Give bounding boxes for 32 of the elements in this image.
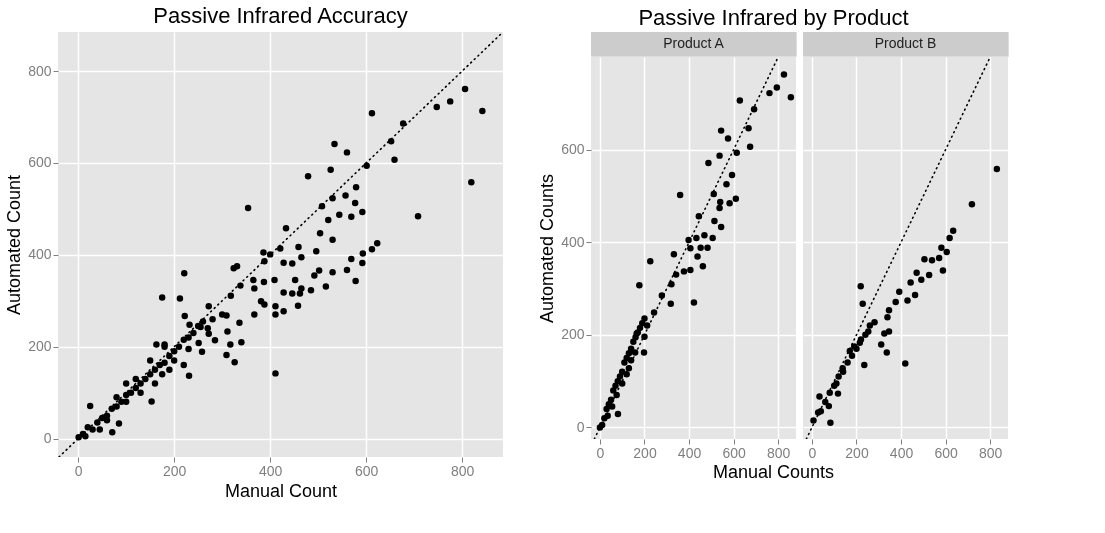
y-tick-label: 0 [43, 430, 52, 447]
chart-title: Passive Infrared Accuracy [153, 3, 408, 28]
x-tick-label: 200 [845, 444, 869, 461]
y-tick-label: 600 [561, 141, 585, 158]
x-tick-label: 600 [722, 444, 746, 461]
y-tick-label: 200 [561, 326, 585, 343]
y-tick-label: 400 [561, 233, 585, 250]
y-tick-label: 0 [576, 418, 585, 435]
x-tick-label: 800 [451, 462, 475, 479]
x-tick-label: 0 [596, 444, 605, 461]
x-tick-label: 400 [677, 444, 702, 461]
y-axis-title: Automated Counts [537, 173, 558, 324]
x-tick-label: 200 [633, 444, 657, 461]
x-axis-title: Manual Count [224, 480, 338, 501]
y-tick-label: 800 [28, 62, 52, 79]
y-tick-label: 600 [28, 154, 52, 171]
x-axis-title: Manual Counts [713, 462, 835, 482]
x-tick-label: 800 [978, 444, 1003, 461]
x-tick-label: 800 [766, 444, 791, 461]
x-tick-label: 600 [934, 444, 958, 461]
x-tick-label: 400 [259, 462, 283, 479]
x-tick-label: 600 [355, 462, 379, 479]
chart-subtitle: Product B [874, 35, 937, 51]
x-tick-label: 0 [808, 444, 817, 461]
chart-subtitle: Product A [663, 35, 725, 51]
y-axis-title: Automated Count [4, 174, 25, 316]
x-tick-label: 0 [74, 462, 83, 479]
chart-title: Passive Infrared by Product [638, 4, 909, 30]
y-tick-label: 400 [28, 246, 52, 263]
x-tick-label: 200 [162, 462, 187, 479]
y-tick-label: 200 [28, 338, 52, 355]
x-tick-label: 400 [889, 444, 914, 461]
